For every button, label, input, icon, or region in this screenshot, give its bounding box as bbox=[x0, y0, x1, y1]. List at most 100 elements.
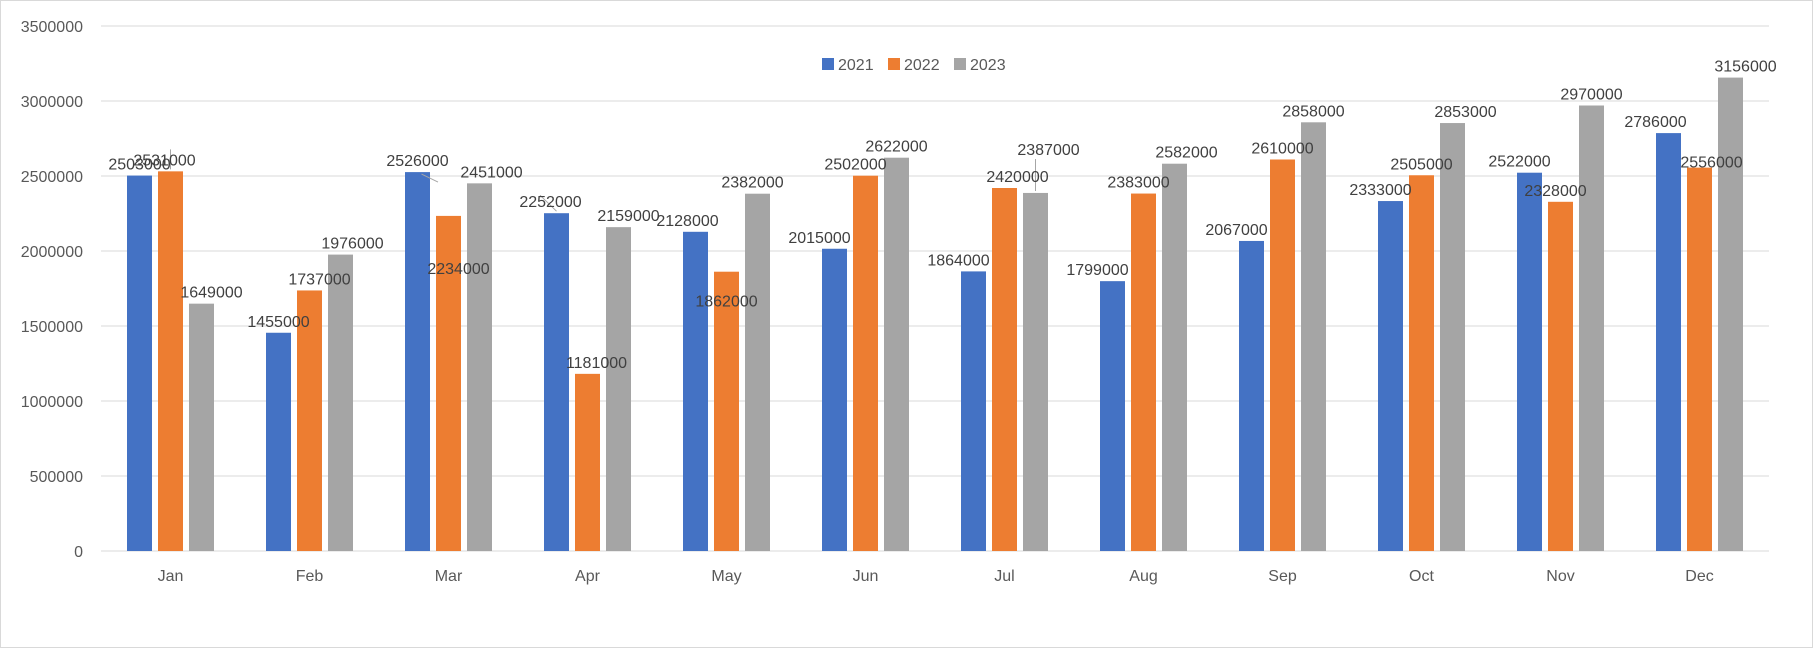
bar-2021-oct bbox=[1378, 201, 1403, 552]
bar-2022-feb bbox=[297, 290, 322, 551]
y-tick-label: 1500000 bbox=[21, 319, 83, 336]
data-label: 2382000 bbox=[721, 175, 783, 192]
legend-label: 2022 bbox=[904, 57, 940, 74]
data-label: 1864000 bbox=[927, 252, 989, 269]
y-tick-label: 1000000 bbox=[21, 394, 83, 411]
bar-2023-dec bbox=[1718, 77, 1743, 551]
data-label: 2556000 bbox=[1680, 155, 1742, 172]
bar-2023-mar bbox=[467, 183, 492, 551]
x-tick-label: Dec bbox=[1685, 568, 1713, 585]
bar-2022-jun bbox=[853, 175, 878, 551]
bar-2021-jul bbox=[961, 271, 986, 551]
data-label: 1181000 bbox=[566, 355, 627, 372]
x-tick-label: Oct bbox=[1409, 568, 1434, 585]
x-tick-label: Apr bbox=[575, 568, 601, 585]
bar-2022-mar bbox=[436, 215, 461, 551]
x-tick-label: Jan bbox=[158, 568, 184, 585]
data-label: 2531000 bbox=[133, 152, 195, 169]
data-label: 2505000 bbox=[1390, 156, 1452, 173]
bar-2023-apr bbox=[606, 227, 631, 551]
data-label: 1455000 bbox=[247, 314, 309, 331]
bar-2022-jan bbox=[158, 171, 183, 551]
data-label: 2582000 bbox=[1155, 145, 1217, 162]
data-label: 2333000 bbox=[1349, 182, 1411, 199]
bar-2021-jun bbox=[822, 248, 847, 551]
legend-label: 2023 bbox=[970, 57, 1006, 74]
bar-2021-aug bbox=[1100, 281, 1125, 551]
bars bbox=[127, 77, 1743, 552]
bar-2022-nov bbox=[1548, 201, 1573, 552]
legend-swatch bbox=[822, 58, 834, 70]
x-tick-label: Feb bbox=[296, 568, 324, 585]
data-label: 2387000 bbox=[1017, 142, 1079, 159]
data-label: 2858000 bbox=[1282, 103, 1344, 120]
data-label: 1649000 bbox=[180, 285, 242, 302]
legend-swatch bbox=[954, 58, 966, 70]
data-label: 1976000 bbox=[321, 236, 383, 253]
data-label: 2610000 bbox=[1251, 141, 1313, 158]
x-tick-label: Aug bbox=[1129, 568, 1157, 585]
data-label: 2328000 bbox=[1524, 183, 1586, 200]
bar-2021-dec bbox=[1656, 133, 1681, 551]
data-label: 2503000 bbox=[108, 157, 170, 174]
x-tick-label: Jul bbox=[994, 568, 1014, 585]
x-tick-label: Jun bbox=[853, 568, 879, 585]
y-tick-label: 500000 bbox=[30, 469, 83, 486]
bar-2023-jan bbox=[189, 303, 214, 551]
data-label: 2622000 bbox=[865, 139, 927, 156]
data-label: 2128000 bbox=[656, 213, 718, 230]
y-axis-labels: 0 500000 1000000 1500000 2000000 2500000 30000… bbox=[21, 19, 83, 561]
x-axis-labels: Jan Feb Mar Apr May Jun Jul Aug Sep Oct Nov Dec bbox=[158, 568, 1714, 585]
leader-line bbox=[421, 173, 439, 183]
legend-swatch bbox=[888, 58, 900, 70]
gridlines bbox=[101, 25, 1769, 552]
data-label: 2502000 bbox=[824, 157, 886, 174]
bar-2022-sep bbox=[1270, 159, 1295, 551]
data-label: 2234000 bbox=[427, 261, 489, 278]
x-tick-label: Sep bbox=[1268, 568, 1297, 585]
data-label: 2067000 bbox=[1205, 222, 1267, 239]
data-label: 2853000 bbox=[1434, 104, 1496, 121]
bar-2022-aug bbox=[1131, 193, 1156, 552]
bar-2021-mar bbox=[405, 172, 430, 551]
x-tick-label: Mar bbox=[435, 568, 463, 585]
bar-2021-may bbox=[683, 231, 708, 552]
legend: 2021 2022 2023 bbox=[822, 57, 1006, 74]
bar-2023-jul bbox=[1023, 192, 1048, 551]
data-label: 2970000 bbox=[1560, 87, 1622, 104]
bar-2023-may bbox=[745, 193, 770, 551]
data-label: 1737000 bbox=[288, 271, 350, 288]
leader-line bbox=[539, 194, 557, 212]
bar-2021-nov bbox=[1517, 172, 1542, 551]
bar-2021-apr bbox=[544, 213, 569, 551]
bar-2022-may bbox=[714, 271, 739, 551]
bar-2023-feb bbox=[328, 254, 353, 551]
bar-2022-apr bbox=[575, 373, 600, 551]
bar-2023-aug bbox=[1162, 163, 1187, 551]
y-tick-label: 3000000 bbox=[21, 94, 83, 111]
data-label: 2522000 bbox=[1488, 154, 1550, 171]
data-label: 2159000 bbox=[597, 208, 659, 225]
data-label: 2383000 bbox=[1107, 175, 1169, 192]
data-label: 2420000 bbox=[986, 169, 1048, 186]
y-tick-label: 3500000 bbox=[21, 19, 83, 36]
leader-lines bbox=[170, 149, 1036, 212]
y-tick-label: 2000000 bbox=[21, 244, 83, 261]
data-label: 2526000 bbox=[386, 153, 448, 170]
data-label: 2451000 bbox=[460, 164, 522, 181]
data-label: 1862000 bbox=[695, 294, 757, 311]
data-label: 3156000 bbox=[1714, 59, 1776, 76]
bar-2023-sep bbox=[1301, 122, 1326, 552]
bar-2022-dec bbox=[1687, 167, 1712, 551]
bar-2023-oct bbox=[1440, 123, 1465, 552]
bar-2021-sep bbox=[1239, 240, 1264, 551]
data-label: 2786000 bbox=[1624, 114, 1686, 131]
bar-2021-jan bbox=[127, 175, 152, 552]
data-label: 2015000 bbox=[788, 230, 850, 247]
bar-2022-jul bbox=[992, 188, 1017, 551]
y-tick-label: 2500000 bbox=[21, 169, 83, 186]
bar-2021-feb bbox=[266, 332, 291, 551]
